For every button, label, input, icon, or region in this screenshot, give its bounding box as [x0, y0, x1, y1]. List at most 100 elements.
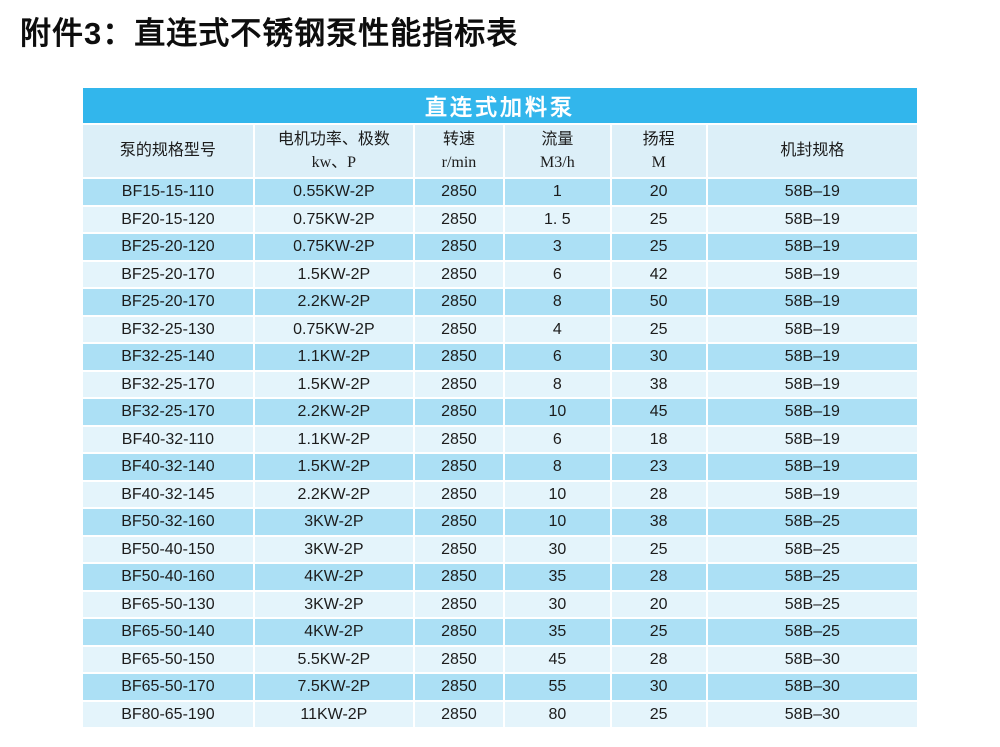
table-cell: 8: [504, 289, 612, 317]
table-cell: 2850: [414, 674, 505, 702]
table-cell: 3: [504, 234, 612, 262]
table-cell: 58B–19: [707, 289, 917, 317]
table-row: BF32-25-170 1.5KW-2P 2850 8 38 58B–19: [83, 371, 917, 399]
column-header-row: 泵的规格型号 电机功率、极数 kw、P 转速 r/min 流量 M3/h 扬程 M 机封规格: [83, 125, 917, 179]
table-cell: 2850: [414, 454, 505, 482]
table-cell: 4KW-2P: [254, 619, 415, 647]
table-cell: 10: [504, 509, 612, 537]
table-cell: 30: [611, 344, 708, 372]
table-cell: 58B–19: [707, 454, 917, 482]
table-cell: 2850: [414, 399, 505, 427]
table-row: BF32-25-170 2.2KW-2P 2850 10 45 58B–19: [83, 399, 917, 427]
table-cell: BF50-40-150: [83, 536, 255, 564]
table-cell: BF50-32-160: [83, 509, 255, 537]
table-cell: 4KW-2P: [254, 564, 415, 592]
table-row: BF65-50-130 3KW-2P 2850 30 20 58B–25: [83, 591, 917, 619]
table-cell: BF65-50-140: [83, 619, 255, 647]
table-cell: 58B–30: [707, 646, 917, 674]
table-cell: 3KW-2P: [254, 591, 415, 619]
table-cell: 58B–19: [707, 261, 917, 289]
table-row: BF65-50-140 4KW-2P 2850 35 25 58B–25: [83, 619, 917, 647]
table-row: BF20-15-120 0.75KW-2P 2850 1. 5 25 58B–19: [83, 206, 917, 234]
table-cell: 8: [504, 454, 612, 482]
table-cell: 2850: [414, 371, 505, 399]
table-cell: 6: [504, 426, 612, 454]
table-row: BF50-40-160 4KW-2P 2850 35 28 58B–25: [83, 564, 917, 592]
table-cell: 2850: [414, 234, 505, 262]
table-cell: 80: [504, 701, 612, 729]
column-header-line: kw、P: [311, 154, 357, 171]
table-cell: 58B–19: [707, 206, 917, 234]
table-cell: 4: [504, 316, 612, 344]
table-cell: BF65-50-170: [83, 674, 255, 702]
table-cell: BF25-20-170: [83, 289, 255, 317]
table-cell: 2850: [414, 344, 505, 372]
table-cell: 58B–19: [707, 344, 917, 372]
table-cell: 2850: [414, 261, 505, 289]
table-cell: 2850: [414, 426, 505, 454]
table-cell: 25: [611, 316, 708, 344]
column-header: 电机功率、极数 kw、P: [254, 125, 415, 179]
table-cell: BF25-20-170: [83, 261, 255, 289]
table-row: BF40-32-110 1.1KW-2P 2850 6 18 58B–19: [83, 426, 917, 454]
table-cell: 58B–25: [707, 509, 917, 537]
table-cell: 10: [504, 399, 612, 427]
column-header-line: r/min: [441, 154, 477, 171]
table-cell: 2850: [414, 206, 505, 234]
table-cell: 2850: [414, 701, 505, 729]
table-row: BF25-20-170 2.2KW-2P 2850 8 50 58B–19: [83, 289, 917, 317]
table-cell: 6: [504, 261, 612, 289]
table-cell: 8: [504, 371, 612, 399]
table-cell: 2850: [414, 179, 505, 207]
table-cell: 38: [611, 371, 708, 399]
table-cell: BF32-25-140: [83, 344, 255, 372]
table-cell: 58B–25: [707, 564, 917, 592]
table-row: BF50-40-150 3KW-2P 2850 30 25 58B–25: [83, 536, 917, 564]
table-cell: 58B–25: [707, 591, 917, 619]
table-cell: BF25-20-120: [83, 234, 255, 262]
table-cell: BF80-65-190: [83, 701, 255, 729]
table-cell: 25: [611, 701, 708, 729]
page-title: 附件3：直连式不锈钢泵性能指标表: [20, 16, 519, 51]
table-cell: 58B–19: [707, 426, 917, 454]
table-cell: 20: [611, 179, 708, 207]
table-cell: 28: [611, 481, 708, 509]
pump-spec-table: 直连式加料泵 泵的规格型号 电机功率、极数 kw、P 转速 r/min 流量 M3/h 扬程 M…: [83, 88, 917, 729]
column-header: 机封规格: [707, 125, 917, 179]
table-cell: 2850: [414, 564, 505, 592]
table-row: BF40-32-140 1.5KW-2P 2850 8 23 58B–19: [83, 454, 917, 482]
table-cell: 11KW-2P: [254, 701, 415, 729]
table-cell: 58B–25: [707, 619, 917, 647]
table-cell: 1: [504, 179, 612, 207]
table-cell: BF50-40-160: [83, 564, 255, 592]
table-cell: 58B–25: [707, 536, 917, 564]
table-cell: 20: [611, 591, 708, 619]
table-cell: 25: [611, 234, 708, 262]
table-cell: 30: [504, 536, 612, 564]
table-cell: 1.5KW-2P: [254, 454, 415, 482]
table-cell: 2850: [414, 509, 505, 537]
table-cell: BF20-15-120: [83, 206, 255, 234]
table-cell: 2850: [414, 619, 505, 647]
table-row: BF32-25-140 1.1KW-2P 2850 6 30 58B–19: [83, 344, 917, 372]
table-cell: 6: [504, 344, 612, 372]
table-cell: 0.75KW-2P: [254, 316, 415, 344]
table-cell: BF32-25-130: [83, 316, 255, 344]
table-row: BF50-32-160 3KW-2P 2850 10 38 58B–25: [83, 509, 917, 537]
table-cell: BF40-32-145: [83, 481, 255, 509]
table-cell: 2850: [414, 316, 505, 344]
table-cell: 50: [611, 289, 708, 317]
column-header-line: 机封规格: [780, 142, 845, 160]
table-cell: 38: [611, 509, 708, 537]
table-cell: BF65-50-150: [83, 646, 255, 674]
table-cell: 55: [504, 674, 612, 702]
table-cell: 1. 5: [504, 206, 612, 234]
table-row: BF15-15-110 0.55KW-2P 2850 1 20 58B–19: [83, 179, 917, 207]
table-title: 直连式加料泵: [83, 88, 917, 125]
table-title-row: 直连式加料泵: [83, 88, 917, 125]
table-body: BF15-15-110 0.55KW-2P 2850 1 20 58B–19 BF20-15…: [83, 179, 917, 729]
table-cell: 1.5KW-2P: [254, 371, 415, 399]
column-header: 流量 M3/h: [504, 125, 612, 179]
table-cell: 58B–30: [707, 701, 917, 729]
